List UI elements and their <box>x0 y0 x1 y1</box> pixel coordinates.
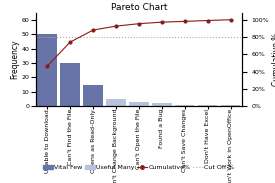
Y-axis label: Frequency: Frequency <box>10 40 19 79</box>
Y-axis label: Cumulative %: Cumulative % <box>272 33 275 86</box>
Title: Pareto Chart: Pareto Chart <box>111 3 167 12</box>
Bar <box>60 63 80 106</box>
Bar <box>198 105 217 106</box>
Bar <box>221 105 240 106</box>
Bar <box>152 103 172 106</box>
Bar <box>106 99 126 106</box>
Bar <box>129 102 149 106</box>
Bar <box>175 105 194 106</box>
Legend: Vital Few, Useful Many, Cumulative%, Cut Off %: Vital Few, Useful Many, Cumulative%, Cut… <box>43 165 235 170</box>
Bar <box>83 85 103 106</box>
Bar <box>37 34 57 106</box>
